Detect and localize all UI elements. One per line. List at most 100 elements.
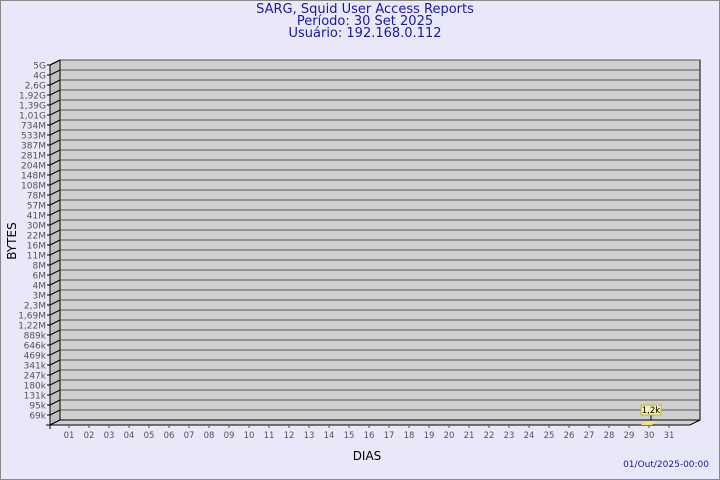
data-label-box [640, 404, 662, 416]
y-tick-label: 204M [21, 162, 46, 172]
x-tick-label: 24 [524, 431, 535, 441]
y-tick-depth [49, 169, 61, 176]
x-tick-label: 07 [184, 431, 195, 441]
y-tick-label: 387M [21, 142, 46, 152]
y-tick-label: 16M [27, 242, 46, 252]
y-tick-label: 30M [27, 222, 46, 232]
x-tick-label: 26 [564, 431, 575, 441]
y-tick-label: 41M [27, 212, 46, 222]
y-tick-depth [49, 339, 61, 346]
y-tick-label: 281M [21, 152, 46, 162]
y-tick-label: 1,39G [19, 102, 46, 112]
x-tick-label: 23 [504, 431, 515, 441]
x-tick-label: 16 [364, 431, 375, 441]
y-tick-label: 95k [29, 402, 46, 412]
y-tick-label: 57M [27, 202, 46, 212]
x-tick-label: 02 [84, 431, 95, 441]
y-tick-depth [49, 379, 61, 386]
y-tick-depth [49, 389, 61, 396]
y-tick-depth [49, 299, 61, 306]
bar [641, 421, 657, 425]
y-tick-label: 148M [21, 172, 46, 182]
period-text: Período: 30 Set 2025 [296, 14, 434, 29]
y-tick-label: 3M [33, 292, 47, 302]
y-tick-label: 11M [27, 252, 46, 262]
x-tick-label: 12 [284, 431, 295, 441]
y-tick-depth [49, 89, 61, 96]
x-tick-label: 05 [144, 431, 155, 441]
y-tick-label: 108M [21, 182, 46, 192]
y-tick-label: 2,3M [24, 302, 46, 312]
y-tick-depth [49, 279, 61, 286]
floor [49, 419, 701, 426]
y-tick-label: 69k [29, 412, 46, 422]
x-tick-label: 25 [544, 431, 555, 441]
y-tick-label: 78M [27, 192, 46, 202]
y-tick-depth [49, 259, 61, 266]
x-tick-label: 19 [424, 431, 435, 441]
x-tick-label: 22 [484, 431, 495, 441]
y-tick-label: 4M [33, 282, 47, 292]
y-tick-depth [49, 99, 61, 106]
y-tick-depth [49, 189, 61, 196]
y-tick-depth [49, 219, 61, 226]
y-axis-label: BYTES [5, 222, 19, 259]
x-axis-label: DIAS [353, 449, 382, 463]
y-tick-depth [49, 79, 61, 86]
y-tick-label: 22M [27, 232, 46, 242]
y-tick-label: 1,92G [19, 92, 46, 102]
y-tick-label: 1,22M [18, 322, 46, 332]
y-tick-label: 247k [24, 372, 47, 382]
x-tick-label: 08 [204, 431, 215, 441]
y-tick-depth [49, 69, 61, 76]
y-tick-depth [49, 209, 61, 216]
y-tick-depth [49, 349, 61, 356]
y-tick-depth [49, 329, 61, 336]
y-tick-depth [49, 269, 61, 276]
y-tick-label: 131k [24, 392, 47, 402]
y-tick-label: 1,69M [18, 312, 46, 322]
y-tick-depth [49, 139, 61, 146]
y-tick-label: 533M [21, 132, 46, 142]
x-tick-label: 28 [604, 431, 615, 441]
user-text: Usuário: 192.168.0.112 [288, 26, 442, 41]
y-tick-depth [49, 409, 61, 416]
x-tick-label: 09 [224, 431, 235, 441]
y-tick-depth [49, 119, 61, 126]
y-tick-depth [49, 369, 61, 376]
x-tick-label: 18 [404, 431, 415, 441]
y-tick-depth [49, 249, 61, 256]
y-tick-depth [49, 149, 61, 156]
x-tick-label: 21 [464, 431, 475, 441]
y-tick-label: 341k [24, 362, 47, 372]
x-tick-label: 06 [164, 431, 175, 441]
y-tick-depth [49, 399, 61, 406]
y-tick-depth [49, 289, 61, 296]
y-tick-label: 646k [24, 342, 47, 352]
x-tick-label: 27 [584, 431, 595, 441]
x-tick-label: 31 [664, 431, 675, 441]
data-label: 1,2k [642, 406, 661, 416]
y-tick-depth [49, 159, 61, 166]
y-tick-depth [49, 229, 61, 236]
y-tick-depth [49, 309, 61, 316]
y-tick-depth [49, 319, 61, 326]
generated-timestamp: 01/Out/2025-00:00 [623, 460, 709, 470]
x-tick-label: 20 [444, 431, 455, 441]
x-tick-label: 30 [644, 431, 655, 441]
y-tick-label: 4G [33, 72, 46, 82]
y-tick-label: 5G [33, 62, 46, 72]
x-tick-label: 13 [304, 431, 315, 441]
x-tick-label: 15 [344, 431, 355, 441]
x-tick-label: 29 [624, 431, 635, 441]
x-tick-label: 10 [244, 431, 255, 441]
y-tick-depth [49, 59, 61, 66]
y-tick-depth [49, 179, 61, 186]
x-tick-label: 14 [324, 431, 335, 441]
y-tick-depth [49, 239, 61, 246]
x-tick-label: 03 [104, 431, 115, 441]
y-tick-label: 6M [33, 272, 47, 282]
chart-title: SARG, Squid User Access Reports [256, 2, 474, 17]
y-tick-depth [49, 129, 61, 136]
x-tick-label: 17 [384, 431, 395, 441]
